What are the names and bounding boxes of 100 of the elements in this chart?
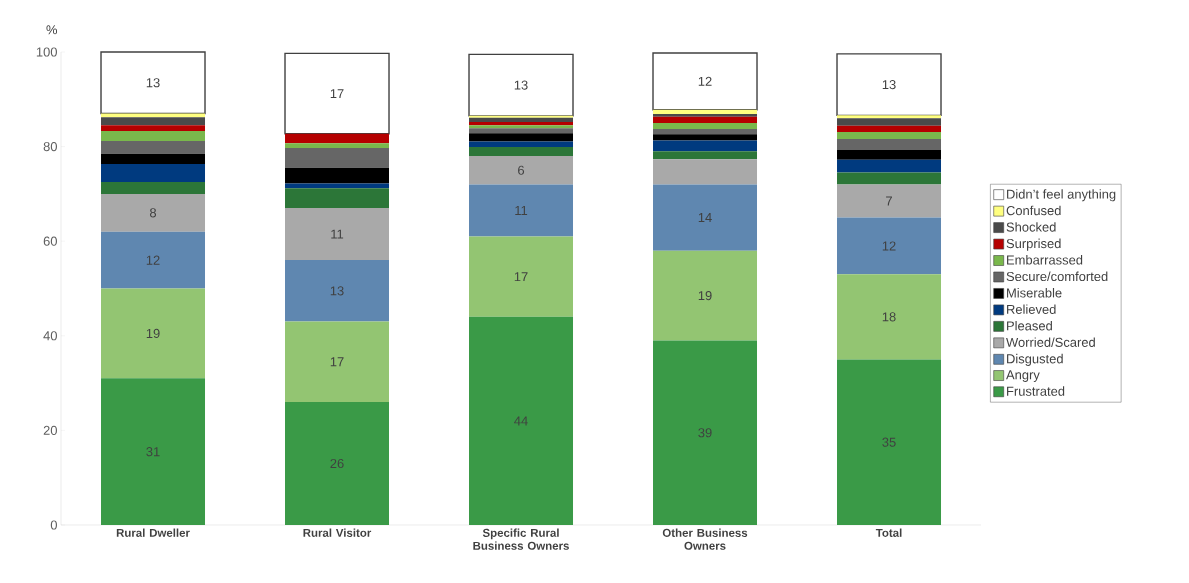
x-tick-label: Rural Dweller [116,528,190,537]
bar [837,118,942,126]
legend-label: Frustrated [1007,386,1065,396]
data-label: 8 [149,208,157,218]
bar [837,184,942,218]
bar [285,188,390,209]
y-tick-label: 100 [36,47,57,57]
bar [653,184,758,251]
bar [101,140,206,154]
data-label: 17 [330,357,344,367]
legend-label: Didn’t feel anything [1007,189,1116,202]
data-label: 44 [514,416,528,426]
bar [653,129,758,135]
bar [285,167,390,184]
bar [285,208,390,261]
bar [101,288,206,379]
legend-label: Disgusted [1007,353,1063,366]
bar [653,116,758,123]
bar [101,182,206,194]
bar [468,53,574,117]
data-label: 13 [882,80,896,90]
legend-label: Secure/comforted [1006,271,1108,282]
bar [469,117,574,122]
bar [284,52,390,135]
y-tick-label: 0 [50,520,57,530]
bar [285,260,390,322]
bar [469,133,574,142]
bar [101,153,206,165]
data-label: 39 [698,428,712,438]
bar [653,109,758,114]
data-label: 13 [330,286,344,296]
data-label: 17 [330,89,344,99]
data-label: 26 [330,458,344,469]
legend-label: Relieved [1007,304,1056,314]
bar [837,115,942,119]
bar [469,316,574,525]
data-label: 12 [698,76,712,86]
legend-label: Angry [1006,370,1040,382]
data-label: 12 [882,241,896,251]
data-label: 6 [518,165,525,175]
y-tick-label: 60 [43,236,57,246]
bar [285,133,390,144]
legend-label: Embarrassed [1007,255,1083,265]
bar [469,141,574,148]
bar [837,149,942,160]
y-tick-label: 80 [43,142,57,152]
bar [101,378,206,525]
data-label: 11 [515,205,528,215]
bar [653,159,758,185]
bar [653,140,758,152]
bar [837,131,942,140]
x-tick-label: Rural Visitor [303,528,372,537]
bar [101,125,206,131]
bar [101,117,206,126]
bar [837,274,942,360]
data-label: 19 [698,290,712,301]
bar [100,51,206,115]
legend-label: Surprised [1006,238,1061,251]
bar [837,139,942,150]
bar [469,156,574,185]
bar [285,143,390,148]
bar [101,164,206,183]
legend-label: Confused [1006,205,1061,216]
data-label: 19 [146,328,160,338]
x-tick-label: Other Business Owners [662,528,748,550]
data-label: 31 [146,447,160,457]
bar [285,402,390,525]
bar [837,172,942,185]
bar [837,359,942,525]
bar [652,52,758,111]
data-label: 11 [331,229,344,239]
bar [469,236,574,317]
x-tick-label: Specific Rural Business Owners [473,528,569,550]
bar [837,125,942,132]
data-label: 35 [882,437,896,447]
x-tick-label: Total [875,528,902,537]
bar [285,148,390,168]
bar [653,340,758,525]
bar [285,183,390,189]
legend-label: Shocked [1006,222,1056,232]
data-label: 13 [146,78,160,88]
bar [101,130,206,141]
bar [469,184,574,237]
bar [469,121,574,126]
y-tick-label: 40 [43,331,57,341]
data-label: 14 [698,213,712,222]
data-label: 13 [514,80,528,90]
bar [653,113,758,117]
data-label: 18 [882,312,896,322]
bar [653,134,758,141]
legend-label: Worried/Scared [1006,337,1095,347]
legend-label: Miserable [1007,288,1062,298]
bar [101,231,206,289]
data-label: 7 [886,196,892,206]
bar [836,53,942,117]
bar [653,151,758,160]
data-label: 17 [514,272,528,282]
bar [837,217,942,275]
bar [653,122,758,130]
bar [469,128,574,134]
